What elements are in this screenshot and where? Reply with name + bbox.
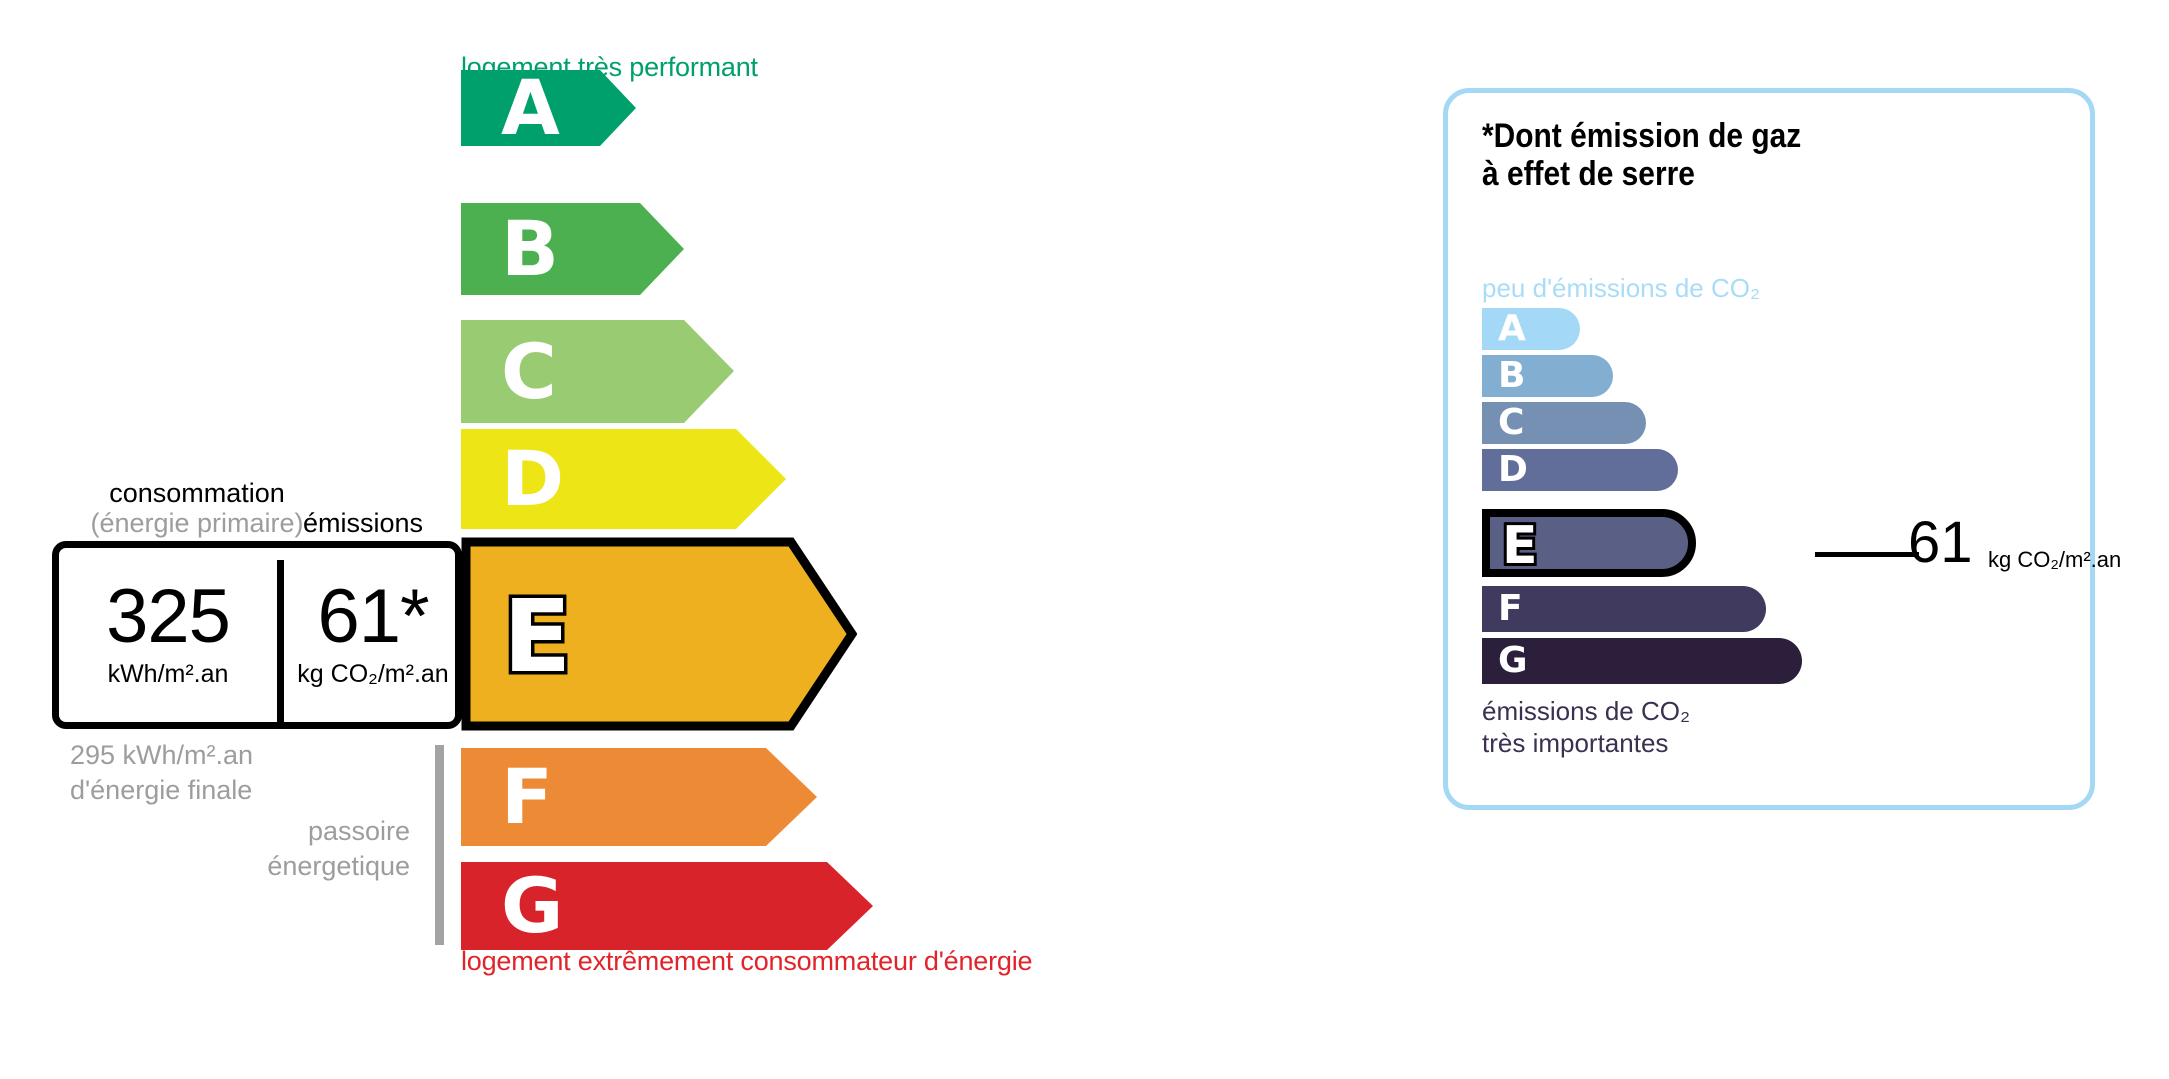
value-box: 325 kWh/m².an 61* kg CO₂/m².an (52, 541, 462, 729)
emission-unit: kg CO₂/m².an (297, 659, 449, 688)
co2-callout-leader-line (1815, 552, 1919, 557)
co2-bar-a: A (1482, 308, 1580, 350)
passoire-line-1: passoire (307, 816, 410, 846)
co2-bar-c-letter: C (1498, 402, 1525, 443)
passoire-line-2: énergetique (267, 850, 410, 881)
final-energy-text: d'énergie finale (70, 774, 253, 805)
final-energy-value: 295 kWh/m².an (70, 740, 254, 770)
final-energy-note: 295 kWh/m².an d'énergie finale (70, 738, 253, 807)
passoire-note: passoire énergetique (120, 814, 410, 883)
consumption-unit: kWh/m².an (107, 659, 229, 688)
energy-bar-f: F (461, 748, 817, 846)
co2-bar-c: C (1482, 402, 1646, 444)
consumption-number: 325 (106, 574, 231, 660)
energy-bar-b: B (461, 203, 684, 295)
energy-bar-c: C (461, 320, 734, 423)
co2-bar-g-letter: G (1498, 640, 1528, 681)
energy-bar-c-letter: C (501, 326, 557, 416)
consumption-value-cell: 325 kWh/m².an (59, 548, 277, 722)
passoire-separator-line (435, 745, 444, 945)
co2-bar-d-letter: D (1498, 449, 1528, 490)
co2-bottom-line-2: très importantes (1482, 727, 1669, 758)
energy-bar-g: G (461, 862, 873, 950)
co2-bar-a-letter: A (1498, 308, 1526, 349)
co2-callout-unit: kg CO₂/m².an (1988, 547, 2122, 572)
co2-bottom-line-1: émissions de CO₂ (1482, 696, 1691, 726)
emission-number: 61* (317, 574, 429, 660)
co2-title-line-1: *Dont émission de gaz (1482, 117, 1802, 155)
scale-bottom-caption: logement extrêmement consommateur d'éner… (461, 946, 1033, 976)
co2-title-line-2: à effet de serre (1482, 155, 1695, 194)
label-consommation: consommation (109, 478, 285, 508)
energy-bar-a-letter: A (501, 63, 560, 152)
co2-bar-f: F (1482, 586, 1766, 632)
energy-bar-g-letter: G (501, 861, 564, 950)
energy-bar-d: D (461, 429, 786, 529)
co2-callout-value: 61 (1908, 510, 1973, 575)
energy-bar-d-letter: D (501, 434, 565, 523)
energy-bar-e-letter: E (499, 577, 574, 695)
energy-bar-b-letter: B (501, 204, 559, 293)
co2-bar-e-letter: E (1499, 515, 1540, 576)
label-energie-primaire: (énergie primaire) (90, 508, 304, 538)
co2-bar-f-letter: F (1498, 588, 1523, 629)
label-emissions: émissions (303, 508, 424, 538)
co2-bar-g: G (1482, 638, 1802, 684)
energy-performance-scale: logement très performant A B C D E (52, 52, 1033, 976)
co2-bar-e-selected: E (1482, 509, 1696, 582)
energy-bar-e-selected: E (461, 537, 858, 736)
co2-bar-b: B (1482, 355, 1613, 397)
emission-value-cell: 61* kg CO₂/m².an (284, 548, 462, 722)
co2-top-caption: peu d'émissions de CO₂ (1482, 273, 1761, 303)
energy-bar-f-letter: F (501, 752, 553, 841)
energy-bar-a: A (461, 70, 636, 146)
value-box-divider (277, 560, 284, 724)
co2-bar-b-letter: B (1498, 355, 1526, 396)
co2-panel-title: *Dont émission de gaz à effet de serre (1482, 117, 1801, 194)
co2-bar-d: D (1482, 449, 1678, 491)
co2-panel: *Dont émission de gaz à effet de serre p… (1443, 88, 2095, 810)
co2-bottom-caption: émissions de CO₂ très importantes (1482, 696, 1690, 759)
